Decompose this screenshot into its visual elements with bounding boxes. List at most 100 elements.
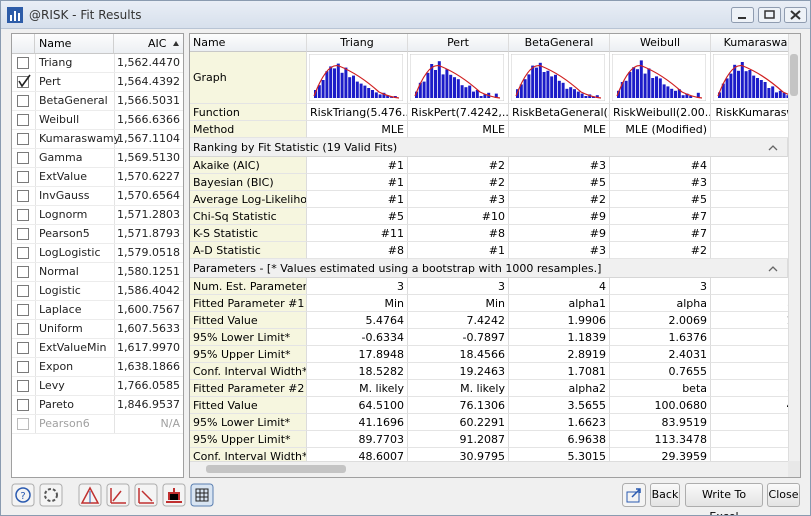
fit-aic: 1,580.1251: [114, 263, 180, 281]
column-header[interactable]: BetaGeneral: [509, 34, 610, 52]
checkbox[interactable]: [17, 285, 29, 297]
checkbox[interactable]: [17, 209, 29, 221]
value-cell: 2.0069: [610, 312, 711, 329]
fit-row[interactable]: Pearson6N/A: [12, 415, 183, 434]
value-cell: 1.7081: [509, 363, 610, 380]
fit-row[interactable]: BetaGeneral1,566.5031: [12, 92, 183, 111]
value-cell: 19.2463: [408, 363, 509, 380]
checkbox: [17, 418, 29, 430]
row-label: Num. Est. Parameters: [190, 278, 307, 295]
button[interactable]: Close: [767, 483, 800, 507]
fit-row[interactable]: InvGauss1,570.6564: [12, 187, 183, 206]
value-cell: [711, 174, 788, 191]
fit-row[interactable]: Gamma1,569.5130: [12, 149, 183, 168]
vertical-scrollbar[interactable]: [788, 34, 801, 461]
value-cell: 4: [509, 278, 610, 295]
checkbox[interactable]: [17, 323, 29, 335]
column-header[interactable]: Kumaraswa: [711, 34, 788, 52]
fit-aic: 1,638.1866: [114, 358, 180, 376]
value-cell: M. likely: [307, 380, 408, 397]
share-icon[interactable]: [622, 483, 646, 507]
fit-row[interactable]: LogLogistic1,579.0518: [12, 244, 183, 263]
fit-name: Levy: [39, 377, 115, 395]
column-header[interactable]: Triang: [307, 34, 408, 52]
fit-aic: 1,567.1104: [114, 130, 180, 148]
fit-name: ExtValueMin: [39, 339, 115, 357]
value-cell: [711, 121, 788, 138]
header-cell[interactable]: Name: [35, 34, 114, 54]
scroll-thumb[interactable]: [206, 465, 346, 473]
checkbox[interactable]: [17, 228, 29, 240]
fit-row[interactable]: Expon1,638.1866: [12, 358, 183, 377]
value-cell: [711, 363, 788, 380]
checkbox[interactable]: [17, 380, 29, 392]
toolbar-icons[interactable]: ?: [11, 483, 216, 509]
checkbox[interactable]: [17, 114, 29, 126]
collapse-chevron[interactable]: [768, 265, 778, 273]
row-label: Chi-Sq Statistic: [190, 208, 307, 225]
value-cell: #2: [509, 191, 610, 208]
graph-cell[interactable]: [711, 52, 788, 104]
fit-row[interactable]: ExtValue1,570.6227: [12, 168, 183, 187]
graph-cell[interactable]: [610, 52, 711, 104]
value-cell: 60.2291: [408, 414, 509, 431]
graph-cell[interactable]: [307, 52, 408, 104]
row-label: Fitted Value: [190, 397, 307, 414]
fit-row[interactable]: Normal1,580.1251: [12, 263, 183, 282]
checkbox[interactable]: [17, 304, 29, 316]
checkbox[interactable]: [17, 133, 29, 145]
corner: [788, 461, 800, 477]
row-label: Conf. Interval Width*: [190, 363, 307, 380]
fit-row[interactable]: Laplace1,600.7567: [12, 301, 183, 320]
value-cell: MLE: [307, 121, 408, 138]
row-label: Fitted Parameter #1: [190, 295, 307, 312]
row-label: Fitted Value: [190, 312, 307, 329]
collapse-chevron[interactable]: [768, 144, 778, 152]
fit-aic: 1,579.0518: [114, 244, 180, 262]
fit-row[interactable]: Pearson51,571.8793: [12, 225, 183, 244]
checkbox[interactable]: [17, 247, 29, 259]
value-cell: alpha: [610, 295, 711, 312]
fit-row[interactable]: Triang1,562.4470: [12, 54, 183, 73]
checkbox[interactable]: [17, 342, 29, 354]
fit-row[interactable]: Levy1,766.0585: [12, 377, 183, 396]
value-cell: [711, 157, 788, 174]
value-cell: #1: [307, 174, 408, 191]
checkbox[interactable]: [17, 76, 29, 88]
fit-name: InvGauss: [39, 187, 115, 205]
scroll-thumb[interactable]: [790, 54, 798, 96]
window-controls[interactable]: [731, 7, 807, 23]
fit-row[interactable]: Kumaraswamy1,567.1104: [12, 130, 183, 149]
checkbox[interactable]: [17, 399, 29, 411]
checkbox[interactable]: [17, 171, 29, 183]
checkbox[interactable]: [17, 361, 29, 373]
fit-aic: N/A: [114, 415, 180, 433]
fit-row[interactable]: Logistic1,586.4042: [12, 282, 183, 301]
button[interactable]: Write To Excel: [685, 483, 763, 507]
value-cell: 2.4031: [610, 346, 711, 363]
checkbox[interactable]: [17, 152, 29, 164]
fit-row[interactable]: Weibull1,566.6366: [12, 111, 183, 130]
fit-row[interactable]: ExtValueMin1,617.9970: [12, 339, 183, 358]
column-header[interactable]: Pert: [408, 34, 509, 52]
section-header[interactable]: Parameters - [* Values estimated using a…: [190, 259, 788, 278]
value-cell: 18.4566: [408, 346, 509, 363]
fit-row[interactable]: Pert1,564.4392: [12, 73, 183, 92]
fit-name: Lognorm: [39, 206, 115, 224]
section-header[interactable]: Ranking by Fit Statistic (19 Valid Fits): [190, 138, 788, 157]
column-header[interactable]: Weibull: [610, 34, 711, 52]
graph-cell[interactable]: [408, 52, 509, 104]
fit-row[interactable]: Pareto1,846.9537: [12, 396, 183, 415]
checkbox[interactable]: [17, 266, 29, 278]
graph-cell[interactable]: [509, 52, 610, 104]
fit-row[interactable]: Lognorm1,571.2803: [12, 206, 183, 225]
value-cell: 100.0680: [610, 397, 711, 414]
fit-row[interactable]: Uniform1,607.5633: [12, 320, 183, 339]
checkbox[interactable]: [17, 57, 29, 69]
button[interactable]: Back: [650, 483, 680, 507]
column-header[interactable]: Name: [190, 34, 307, 52]
value-cell: [711, 448, 788, 461]
checkbox[interactable]: [17, 95, 29, 107]
checkbox[interactable]: [17, 190, 29, 202]
